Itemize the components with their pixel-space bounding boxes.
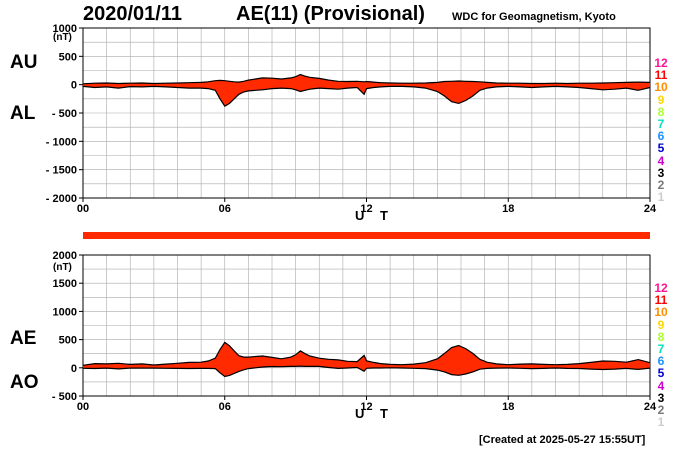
legend-item: 9 xyxy=(657,317,665,332)
y-tick-label: 2000 xyxy=(53,250,77,262)
y-tick-label: - 1000 xyxy=(46,136,77,148)
legend-item: 5 xyxy=(657,366,665,381)
y-tick-label: 0 xyxy=(71,363,77,375)
legend-item: 2 xyxy=(657,178,665,192)
series-label-ao: AO xyxy=(10,372,39,393)
y-tick-label: 500 xyxy=(59,335,77,347)
x-tick-label: 18 xyxy=(502,401,514,413)
legend-item: 1 xyxy=(657,415,665,430)
series-line-au xyxy=(82,73,651,85)
y-axis-unit-bottom: (nT) xyxy=(53,262,72,273)
created-timestamp: [Created at 2025-05-27 15:55UT] xyxy=(479,434,646,446)
legend-item: 9 xyxy=(657,92,665,107)
series-line-ae xyxy=(82,341,651,366)
series-envelope-top xyxy=(83,74,650,107)
legend-item: 8 xyxy=(657,104,665,119)
legend-item: 6 xyxy=(657,354,665,369)
legend-item: 12 xyxy=(654,56,668,70)
x-tick-label: 18 xyxy=(502,203,514,215)
series-label-ae: AE xyxy=(10,328,37,349)
legend-item: 4 xyxy=(657,153,665,168)
x-tick-label: 00 xyxy=(77,203,89,215)
y-tick-label: - 1500 xyxy=(46,165,77,177)
legend-item: 1 xyxy=(657,190,665,205)
legend-item: 2 xyxy=(657,403,665,417)
x-tick-label: 24 xyxy=(644,401,657,413)
legend-item: 7 xyxy=(657,117,665,131)
legend-item: 11 xyxy=(654,68,668,83)
legend-item: 11 xyxy=(654,293,668,308)
x-tick-label: 06 xyxy=(219,401,231,413)
separator-bar xyxy=(83,232,650,239)
x-tick-label: 24 xyxy=(644,203,657,215)
series-line-ao xyxy=(82,365,651,378)
legend-item: 6 xyxy=(657,129,665,144)
data-source: WDC for Geomagnetism, Kyoto xyxy=(452,11,616,23)
y-tick-label: 0 xyxy=(71,80,77,92)
y-tick-label: 500 xyxy=(59,51,77,63)
legend-item: 3 xyxy=(657,390,665,405)
legend-item: 8 xyxy=(657,329,665,344)
y-tick-label: - 500 xyxy=(52,108,77,120)
legend-item: 3 xyxy=(657,165,665,180)
chart-date: 2020/01/11 xyxy=(83,3,182,25)
series-label-au: AU xyxy=(10,52,38,73)
legend-item: 4 xyxy=(657,378,665,393)
y-axis-unit-top: (nT) xyxy=(53,32,72,43)
series-line-al xyxy=(82,85,651,108)
chart-title: AE(11) (Provisional) xyxy=(236,3,425,25)
x-tick-label: 12 xyxy=(360,203,372,215)
y-tick-label: 1000 xyxy=(53,23,77,35)
x-axis-label-top: U T xyxy=(355,208,394,223)
y-tick-label: - 500 xyxy=(52,391,77,403)
legend-item: 7 xyxy=(657,342,665,356)
series-label-al: AL xyxy=(10,103,36,124)
x-tick-label: 00 xyxy=(77,401,89,413)
legend-item: 10 xyxy=(654,305,668,320)
x-tick-label: 06 xyxy=(219,203,231,215)
legend-item: 10 xyxy=(654,80,668,95)
y-tick-label: - 2000 xyxy=(46,193,77,205)
x-tick-label: 12 xyxy=(360,401,372,413)
legend-item: 12 xyxy=(654,281,668,295)
y-tick-label: 1500 xyxy=(53,278,77,290)
legend-item: 5 xyxy=(657,141,665,156)
y-tick-label: 1000 xyxy=(53,306,77,318)
x-axis-label-bottom: U T xyxy=(355,406,394,421)
